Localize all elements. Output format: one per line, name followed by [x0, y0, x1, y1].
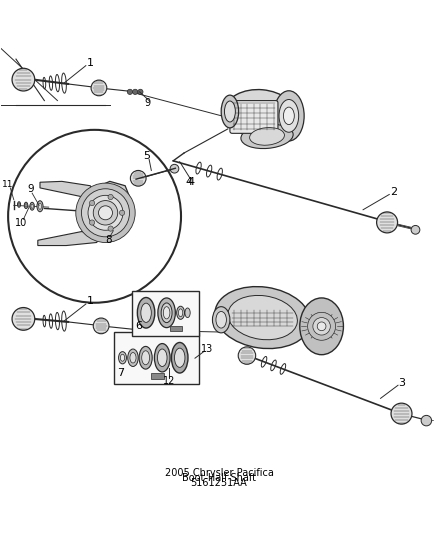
- Text: 2: 2: [390, 187, 397, 197]
- Text: 13: 13: [201, 344, 213, 354]
- Ellipse shape: [279, 100, 299, 132]
- Text: 1: 1: [87, 58, 94, 68]
- Ellipse shape: [161, 303, 172, 322]
- Ellipse shape: [212, 306, 230, 333]
- Circle shape: [88, 195, 123, 230]
- Polygon shape: [38, 231, 101, 246]
- Circle shape: [133, 89, 138, 94]
- Ellipse shape: [120, 354, 125, 361]
- Circle shape: [12, 308, 35, 330]
- Circle shape: [89, 200, 95, 206]
- Polygon shape: [40, 181, 95, 197]
- Ellipse shape: [141, 303, 151, 322]
- Bar: [151, 374, 164, 379]
- Circle shape: [120, 210, 125, 215]
- Ellipse shape: [39, 203, 42, 209]
- Text: 11: 11: [2, 180, 14, 189]
- Text: 9: 9: [145, 98, 151, 108]
- Circle shape: [168, 357, 174, 364]
- Text: 10: 10: [14, 218, 27, 228]
- Ellipse shape: [225, 90, 297, 138]
- Ellipse shape: [128, 349, 138, 367]
- Bar: [170, 326, 182, 331]
- Ellipse shape: [157, 349, 167, 367]
- Ellipse shape: [37, 201, 43, 212]
- Ellipse shape: [31, 204, 33, 208]
- Ellipse shape: [130, 352, 136, 363]
- Ellipse shape: [177, 306, 184, 319]
- Bar: [114, 332, 199, 384]
- Circle shape: [421, 415, 431, 426]
- Text: 8: 8: [106, 235, 112, 245]
- Circle shape: [131, 171, 146, 186]
- Ellipse shape: [171, 343, 188, 373]
- Circle shape: [170, 164, 179, 173]
- Ellipse shape: [185, 308, 190, 318]
- Text: 5: 5: [144, 151, 151, 161]
- Text: Boot-Half Shaft: Boot-Half Shaft: [182, 473, 256, 483]
- Circle shape: [89, 220, 95, 225]
- Ellipse shape: [215, 287, 311, 349]
- Circle shape: [76, 183, 135, 243]
- Ellipse shape: [142, 351, 150, 365]
- Ellipse shape: [274, 91, 304, 141]
- Circle shape: [307, 312, 336, 340]
- Circle shape: [12, 68, 35, 91]
- Ellipse shape: [163, 306, 170, 319]
- Text: 5161251AA: 5161251AA: [191, 479, 247, 489]
- Ellipse shape: [139, 346, 152, 369]
- Ellipse shape: [241, 124, 293, 149]
- Circle shape: [93, 318, 109, 334]
- Text: 4: 4: [186, 177, 193, 187]
- Ellipse shape: [154, 344, 170, 372]
- Circle shape: [99, 206, 113, 220]
- Text: 6: 6: [135, 321, 142, 331]
- Ellipse shape: [30, 203, 34, 210]
- Polygon shape: [81, 181, 132, 236]
- Ellipse shape: [224, 101, 235, 122]
- Ellipse shape: [174, 348, 185, 367]
- Circle shape: [238, 347, 256, 364]
- Text: 2005 Chrysler Pacifica: 2005 Chrysler Pacifica: [165, 467, 273, 478]
- Text: 9: 9: [27, 184, 34, 194]
- Ellipse shape: [119, 352, 127, 364]
- Circle shape: [411, 225, 420, 234]
- Ellipse shape: [24, 202, 28, 208]
- Circle shape: [127, 89, 133, 94]
- Circle shape: [313, 318, 330, 335]
- Ellipse shape: [221, 95, 239, 128]
- Circle shape: [93, 200, 118, 225]
- Circle shape: [108, 226, 113, 231]
- Ellipse shape: [228, 295, 297, 340]
- Circle shape: [377, 212, 398, 233]
- Text: 7: 7: [117, 368, 124, 378]
- Ellipse shape: [138, 297, 155, 328]
- Ellipse shape: [18, 202, 21, 207]
- Ellipse shape: [216, 311, 226, 328]
- Text: 4: 4: [187, 177, 194, 187]
- Circle shape: [138, 89, 143, 94]
- Ellipse shape: [178, 309, 183, 317]
- Circle shape: [91, 80, 107, 96]
- Ellipse shape: [250, 127, 284, 145]
- FancyBboxPatch shape: [230, 101, 278, 133]
- Circle shape: [108, 195, 113, 200]
- Circle shape: [81, 189, 130, 237]
- Bar: [132, 290, 199, 336]
- Circle shape: [391, 403, 412, 424]
- Ellipse shape: [18, 203, 20, 206]
- Circle shape: [189, 355, 197, 363]
- Ellipse shape: [158, 298, 175, 328]
- Text: 12: 12: [162, 376, 175, 386]
- Ellipse shape: [25, 204, 27, 207]
- Ellipse shape: [283, 107, 294, 125]
- Circle shape: [317, 322, 326, 330]
- Ellipse shape: [300, 298, 343, 354]
- Polygon shape: [151, 345, 191, 375]
- Text: 1: 1: [87, 296, 94, 306]
- Circle shape: [165, 354, 177, 367]
- Text: 3: 3: [398, 378, 405, 387]
